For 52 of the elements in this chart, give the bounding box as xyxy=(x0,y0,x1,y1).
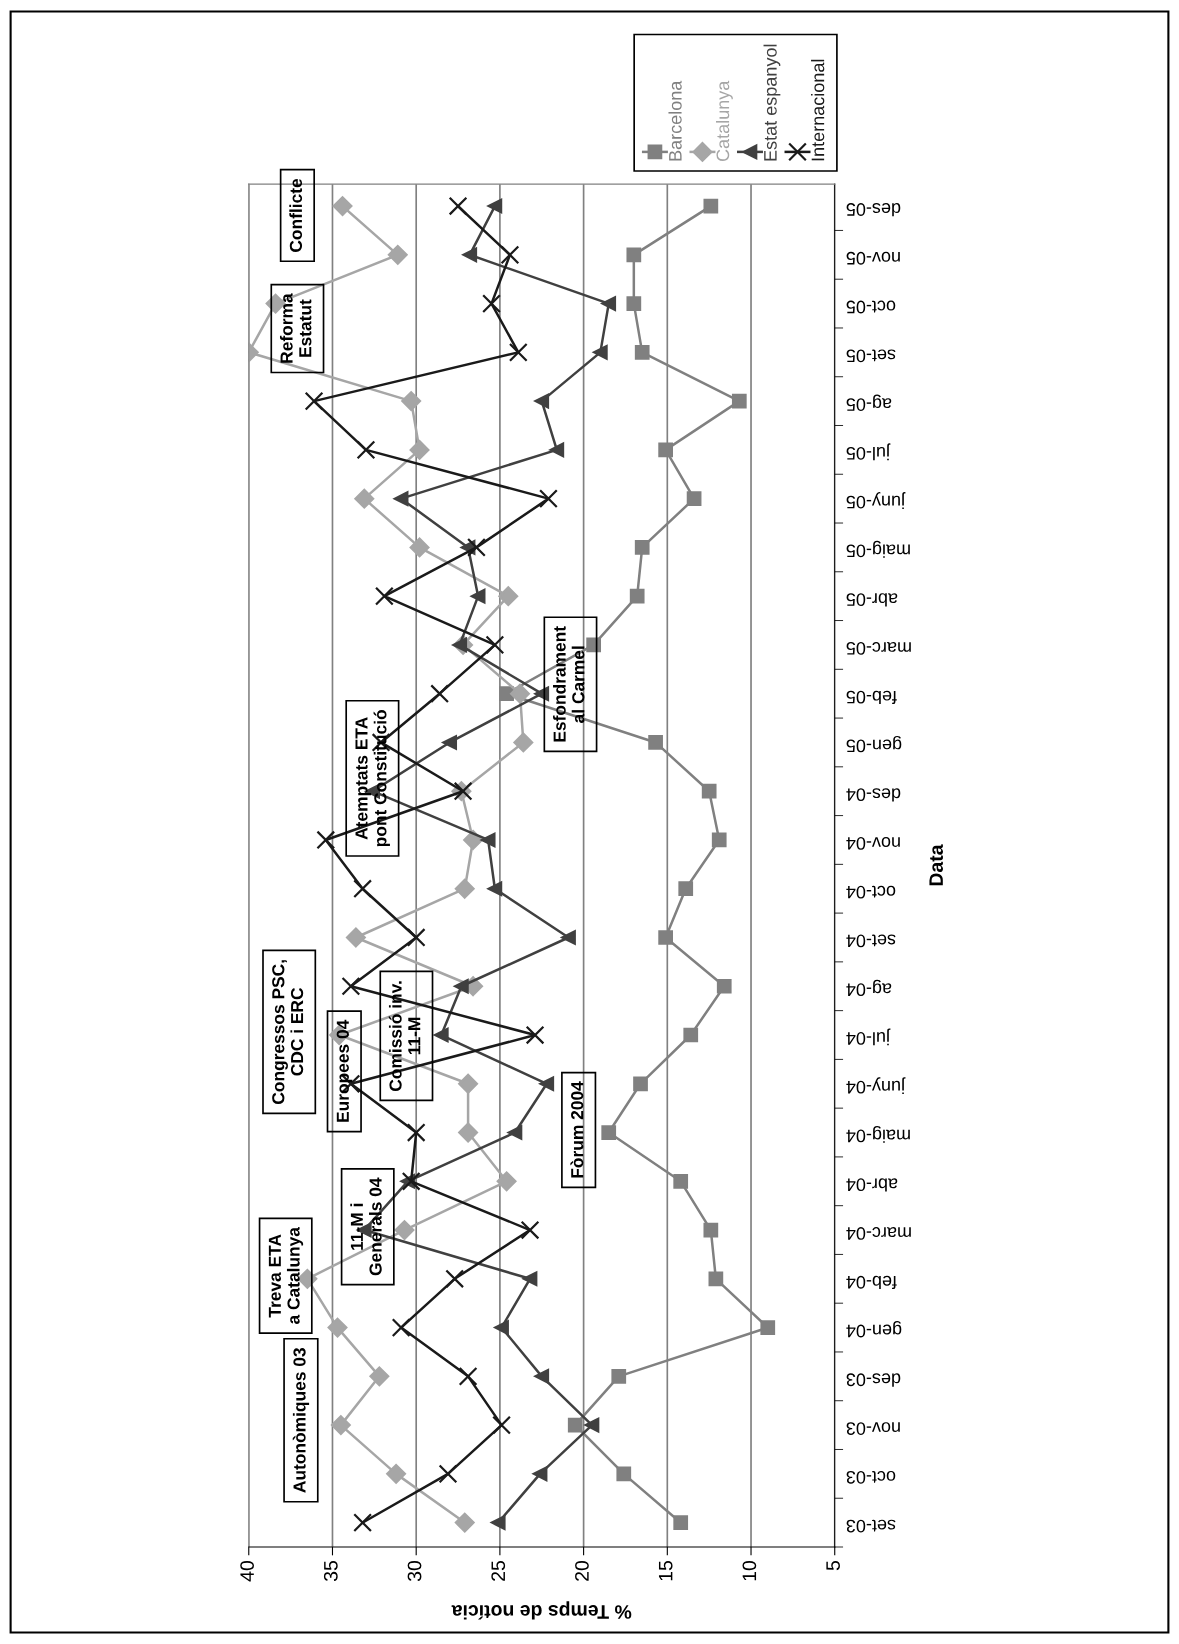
y-tick-label: des-03 xyxy=(846,1373,901,1387)
y-tick-label: abr-05 xyxy=(846,593,898,607)
x-tick-label: 15 xyxy=(658,1561,673,1581)
x-tick-label: 35 xyxy=(323,1561,338,1582)
x-tick-label: 30 xyxy=(407,1560,422,1582)
y-tick-label: nov-04 xyxy=(846,836,900,850)
y-tick-label: gen-04 xyxy=(846,1321,902,1338)
annotation: Conflicte xyxy=(289,178,303,252)
y-tick-label: des-05 xyxy=(846,203,901,217)
y-tick-label: ag-05 xyxy=(846,394,892,411)
x-tick-label: 10 xyxy=(742,1560,757,1581)
text: Barcelona xyxy=(668,80,682,161)
y-tick-label: oct-05 xyxy=(846,300,896,314)
annotation: Esfondrament al Carmel xyxy=(553,626,585,742)
y-axis-title: Data xyxy=(929,844,944,886)
y-tick-label: juny-05 xyxy=(846,492,906,509)
x-tick-label: 25 xyxy=(491,1561,506,1581)
y-tick-label: nov-03 xyxy=(846,1422,900,1435)
annotation: Comissió inv. 11-M xyxy=(388,981,421,1091)
x-tick-label: 40 xyxy=(240,1560,254,1582)
x-axis-title: % Temps de notícia xyxy=(451,1601,632,1620)
text: Catalunya xyxy=(715,80,733,162)
x-tick-label: 20 xyxy=(575,1560,589,1581)
annotation: Treva ETA a Catalunya xyxy=(268,1226,304,1324)
y-tick-label: oct-03 xyxy=(846,1470,896,1484)
annotation: Reforma Estatut xyxy=(279,293,312,363)
y-tick-label: maig-04 xyxy=(846,1125,910,1143)
y-tick-label: set-04 xyxy=(846,934,896,948)
y-tick-label: set-03 xyxy=(846,1519,896,1533)
y-tick-label: set-05 xyxy=(846,349,896,363)
y-tick-label: nov-05 xyxy=(846,251,900,265)
y-tick-label: abr-04 xyxy=(846,1178,898,1192)
annotation: 11-M i Generals 04 xyxy=(350,1177,382,1276)
annotation: Autonòmiques 03 xyxy=(292,1348,310,1493)
y-tick-label: feb-04 xyxy=(846,1275,897,1290)
text: Internacional xyxy=(811,59,825,161)
y-tick-label: ag-04 xyxy=(846,979,892,997)
y-tick-label: juny-04 xyxy=(846,1077,906,1095)
text: Estat espanyol xyxy=(763,44,781,161)
y-tick-label: jul-04 xyxy=(846,1028,891,1046)
y-tick-label: marc-05 xyxy=(846,641,911,655)
annotation: Fòrum 2004 xyxy=(570,1081,584,1178)
y-tick-label: marc-04 xyxy=(846,1227,911,1240)
y-tick-label: jul-05 xyxy=(846,443,891,461)
y-tick-label: maig-05 xyxy=(846,540,910,558)
y-tick-label: gen-05 xyxy=(846,735,902,753)
y-tick-label: feb-05 xyxy=(846,690,897,704)
annotation: Europees 04 xyxy=(336,1019,353,1122)
y-tick-label: oct-04 xyxy=(846,885,896,899)
y-tick-label: des-04 xyxy=(846,788,901,802)
x-tick-label: 5 xyxy=(826,1561,840,1571)
annotation: Congressos PSC, CDC i ERC xyxy=(272,960,304,1104)
